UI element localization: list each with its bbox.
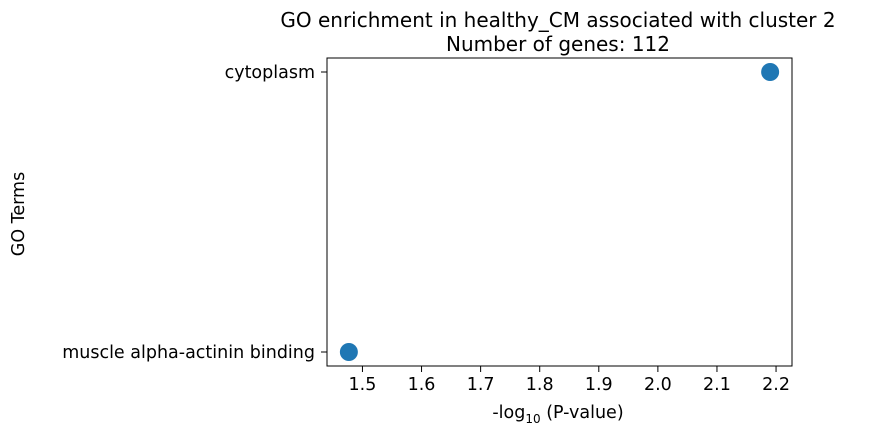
x-tick-label: 1.5 (349, 375, 377, 395)
x-axis-label-prefix: -log (492, 403, 525, 423)
x-tick-label: 2.0 (644, 375, 672, 395)
x-axis-label: -log10 (P-value) (492, 403, 623, 426)
plot-frame (326, 57, 793, 367)
data-point (761, 63, 780, 81)
chart-title-line-2: Number of genes: 112 (446, 32, 670, 56)
x-axis-label-subscript: 10 (525, 412, 540, 426)
x-tick-label: 2.1 (703, 375, 731, 395)
x-tick-label: 1.9 (585, 375, 613, 395)
chart-title-line-1: GO enrichment in healthy_CM associated w… (280, 8, 835, 32)
plot-area: 1.5 1.6 1.7 1.8 1.9 2.0 2.1 2.2 muscle alpha-act… (62, 57, 793, 395)
y-tick-label: muscle alpha-actinin binding (62, 343, 315, 363)
y-tick-label: cytoplasm (225, 63, 315, 83)
data-point (339, 343, 358, 361)
y-axis-label: GO Terms (9, 172, 29, 256)
x-tick-label: 2.2 (762, 375, 790, 395)
x-tick-label: 1.8 (526, 375, 554, 395)
x-tick-label: 1.7 (467, 375, 495, 395)
x-tick-label: 1.6 (408, 375, 436, 395)
x-axis-label-suffix: (P-value) (541, 403, 624, 423)
